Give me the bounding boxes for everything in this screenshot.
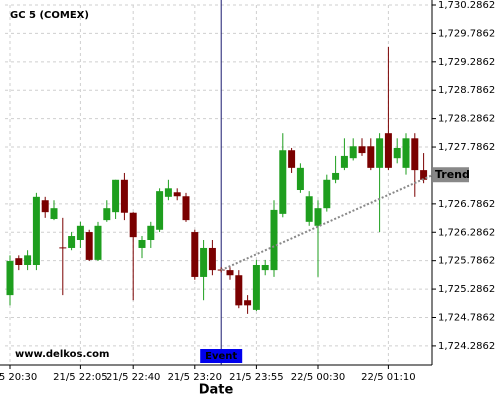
candle-body	[393, 147, 401, 159]
candle-body	[402, 138, 410, 168]
candle-body	[323, 179, 331, 209]
y-tick-label: 1,725.7862	[438, 256, 495, 267]
candle-body	[367, 146, 375, 168]
y-tick-label: 1,729.2862	[438, 57, 495, 68]
candle-body	[261, 265, 269, 271]
candle-body	[349, 146, 357, 159]
event-label-box	[200, 349, 243, 363]
y-tick-label: 1,726.7862	[438, 199, 495, 210]
candle-body	[164, 188, 172, 197]
candle-body	[235, 275, 243, 306]
event-label: Event	[205, 351, 237, 362]
candle-body	[129, 212, 137, 238]
candle-body	[147, 225, 155, 241]
candle-body	[358, 146, 366, 154]
candle-body	[32, 196, 40, 266]
candle-body	[94, 225, 102, 260]
candle-body	[376, 138, 384, 168]
candle-body	[208, 247, 216, 271]
trend-line	[220, 174, 433, 272]
trend-label-box	[433, 167, 469, 183]
candle-body	[85, 232, 93, 260]
trend-label: Trend	[435, 168, 470, 181]
x-tick-label: 21/5 22:05	[53, 372, 107, 383]
x-tick-label: 21/5 23:55	[229, 372, 283, 383]
candle-body	[138, 240, 146, 248]
chart-title: GC 5 (COMEX)	[10, 10, 89, 21]
candle-body	[182, 196, 190, 221]
candle-body	[200, 247, 208, 277]
y-tick-label: 1,727.7862	[438, 142, 495, 153]
y-tick-label: 1,728.7862	[438, 85, 495, 96]
candle-body	[24, 255, 32, 266]
candle-body	[340, 155, 348, 168]
x-tick-label: 21/5 20:30	[0, 372, 37, 383]
candle-body	[112, 179, 120, 213]
x-tick-label: 21/5 22:40	[106, 372, 160, 383]
candle-body	[244, 300, 252, 306]
candle-body	[191, 232, 199, 277]
candle-body	[314, 208, 322, 226]
candle-body	[59, 247, 67, 249]
candle-body	[305, 196, 313, 222]
candle-body	[41, 200, 49, 213]
y-tick-label: 1,725.2862	[438, 284, 495, 295]
candle-body	[252, 265, 260, 310]
x-tick-label: 21/5 23:20	[168, 372, 222, 383]
candle-body	[50, 208, 58, 219]
x-tick-label: 22/5 01:10	[361, 372, 415, 383]
candle-body	[411, 138, 419, 171]
candle-body	[76, 225, 84, 241]
x-axis-title: Date	[199, 383, 234, 398]
candle-body	[68, 236, 76, 248]
x-tick-label: 22/5 00:30	[291, 372, 345, 383]
candle-body	[270, 209, 278, 271]
candle-body	[384, 133, 392, 168]
candle-body	[332, 172, 340, 180]
candle-body	[288, 150, 296, 168]
watermark: www.delkos.com	[15, 349, 109, 360]
y-tick-label: 1,728.2862	[438, 114, 495, 125]
y-tick-label: 1,726.2862	[438, 227, 495, 238]
candle-body	[173, 192, 181, 197]
candle-body	[279, 150, 287, 214]
y-tick-label: 1,724.7862	[438, 312, 495, 323]
y-tick-label: 1,729.7862	[438, 28, 495, 39]
candle-body	[156, 191, 164, 230]
candle-body	[226, 270, 234, 276]
candle-body	[420, 170, 428, 180]
candle-body	[120, 179, 128, 213]
candle-body	[103, 208, 111, 221]
candle-body	[296, 167, 304, 191]
candle-body	[15, 258, 23, 266]
y-tick-label: 1,730.2862	[438, 0, 495, 11]
y-tick-label: 1,724.2862	[438, 341, 495, 352]
candle-body	[6, 261, 14, 296]
